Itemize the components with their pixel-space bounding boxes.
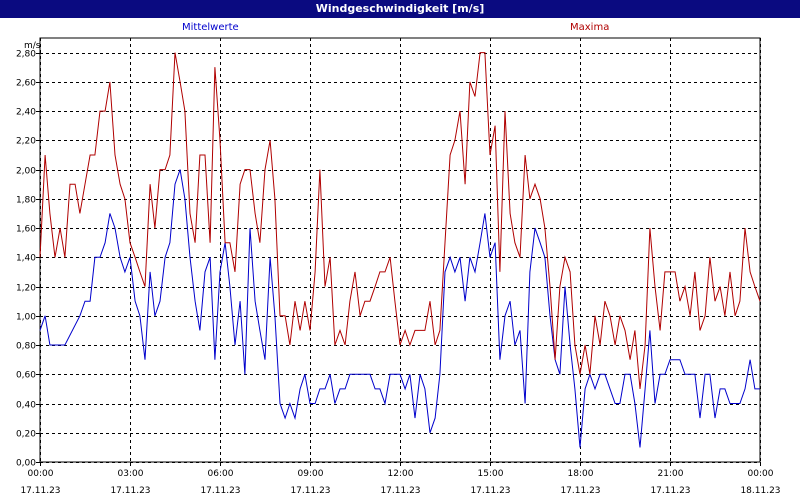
legend-mean: Mittelwerte xyxy=(182,22,239,33)
y-tick-label: 0,00 xyxy=(16,459,36,469)
x-tick-label-time: 00:00 xyxy=(748,469,774,479)
x-tick-label-date: 17.11.23 xyxy=(290,486,330,496)
series-line-mittelwerte xyxy=(39,169,760,448)
y-tick-label: 1,40 xyxy=(16,254,36,264)
x-tick-label-time: 06:00 xyxy=(208,469,234,479)
x-tick-label-time: 09:00 xyxy=(298,469,324,479)
x-tick-label-date: 17.11.23 xyxy=(110,486,150,496)
window-title: Windgeschwindigkeit [m/s] xyxy=(0,0,800,18)
y-tick-label: 0,60 xyxy=(16,371,36,381)
y-tick-label: 1,80 xyxy=(16,196,36,206)
x-tick-label-time: 00:00 xyxy=(28,469,54,479)
y-tick-label: 1,20 xyxy=(16,284,36,294)
x-tick-label-time: 12:00 xyxy=(388,469,414,479)
y-tick-label: 2,20 xyxy=(16,137,36,147)
x-tick-label-time: 15:00 xyxy=(478,469,504,479)
y-tick-label: 2,60 xyxy=(16,79,36,89)
y-axis-label: m/s xyxy=(24,41,41,51)
x-tick-label-time: 18:00 xyxy=(568,469,594,479)
x-tick-label-date: 18.11.23 xyxy=(740,486,780,496)
y-tick-label: 0,20 xyxy=(16,430,36,440)
y-tick-label: 0,80 xyxy=(16,342,36,352)
series-line-maxima xyxy=(39,52,761,389)
x-tick-label-date: 17.11.23 xyxy=(380,486,420,496)
y-tick-label: 1,00 xyxy=(16,313,36,323)
y-tick-label: 2,40 xyxy=(16,108,36,118)
legend-maxima: Maxima xyxy=(570,22,610,33)
x-tick-label-date: 17.11.23 xyxy=(20,486,60,496)
x-tick-label-date: 17.11.23 xyxy=(470,486,510,496)
x-tick-label-date: 17.11.23 xyxy=(650,486,690,496)
x-tick-label-time: 21:00 xyxy=(658,469,684,479)
y-tick-label: 2,00 xyxy=(16,167,36,177)
y-tick-label: 2,80 xyxy=(16,50,36,60)
x-tick-label-time: 03:00 xyxy=(118,469,144,479)
x-tick-label-date: 17.11.23 xyxy=(560,486,600,496)
x-tick-label-date: 17.11.23 xyxy=(200,486,240,496)
y-tick-label: 0,40 xyxy=(16,401,36,411)
y-tick-label: 1,60 xyxy=(16,225,36,235)
